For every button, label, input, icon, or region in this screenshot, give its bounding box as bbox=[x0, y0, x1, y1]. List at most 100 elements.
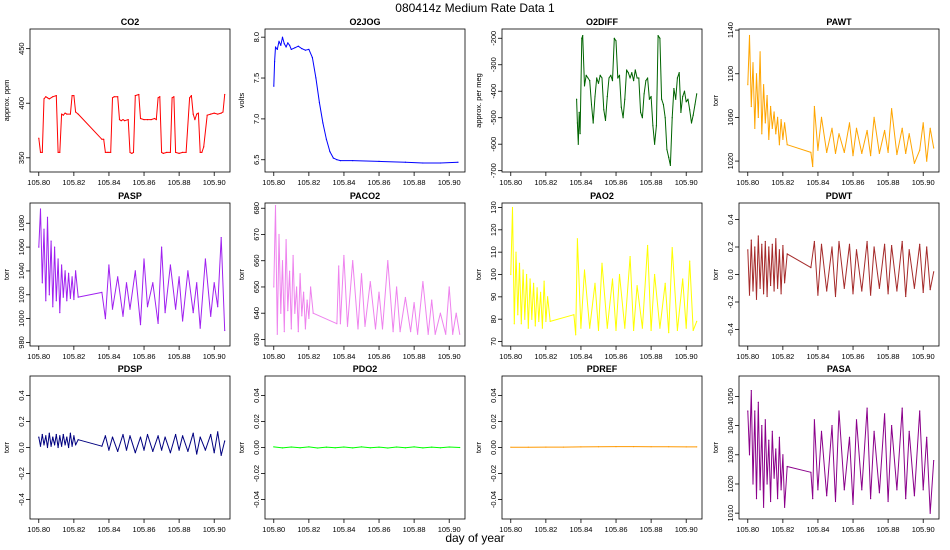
data-point bbox=[150, 119, 152, 121]
data-point bbox=[870, 498, 872, 500]
data-point bbox=[770, 105, 772, 108]
data-point bbox=[108, 449, 110, 451]
data-point bbox=[562, 446, 565, 448]
data-point bbox=[273, 286, 275, 288]
data-point bbox=[606, 327, 608, 329]
data-point bbox=[518, 262, 521, 264]
data-point bbox=[62, 433, 64, 436]
data-point bbox=[199, 151, 201, 153]
data-point bbox=[161, 449, 163, 451]
plot-frame bbox=[29, 28, 231, 173]
data-point bbox=[648, 98, 651, 100]
x-tick-label: 105.88 bbox=[168, 352, 191, 361]
data-point bbox=[413, 446, 415, 448]
data-point bbox=[152, 282, 154, 284]
data-point bbox=[224, 329, 226, 332]
data-point bbox=[104, 435, 106, 437]
data-point bbox=[161, 246, 163, 248]
data-point bbox=[929, 512, 931, 514]
data-point bbox=[866, 129, 868, 132]
data-point bbox=[299, 273, 301, 275]
data-point bbox=[301, 315, 303, 317]
data-point bbox=[106, 151, 108, 153]
data-point bbox=[587, 77, 589, 79]
data-point bbox=[615, 329, 617, 331]
data-point bbox=[169, 151, 171, 153]
data-point bbox=[673, 88, 675, 90]
data-point bbox=[759, 489, 761, 491]
data-point bbox=[325, 138, 327, 140]
data-point bbox=[325, 446, 327, 448]
data-point bbox=[276, 48, 278, 51]
data-point bbox=[146, 119, 149, 121]
y-tick-label: 350 bbox=[17, 152, 26, 165]
data-point bbox=[597, 329, 600, 331]
data-point bbox=[777, 498, 779, 500]
y-tick-label: -0.4 bbox=[17, 493, 26, 506]
x-tick-label: 105.88 bbox=[640, 178, 663, 187]
x-tick-label: 105.82 bbox=[771, 525, 794, 534]
data-point bbox=[831, 127, 833, 129]
data-point bbox=[831, 246, 833, 248]
x-tick-label: 105.82 bbox=[62, 178, 85, 187]
y-tick-label: 6.5 bbox=[252, 155, 261, 165]
data-point bbox=[117, 96, 119, 98]
data-point bbox=[54, 246, 56, 248]
data-point bbox=[922, 291, 924, 293]
data-point bbox=[66, 113, 68, 115]
data-point bbox=[654, 143, 656, 145]
data-point bbox=[55, 433, 57, 436]
data-point bbox=[831, 425, 833, 427]
data-point bbox=[643, 93, 645, 95]
x-tick-label: 105.80 bbox=[499, 178, 522, 187]
data-point bbox=[763, 84, 765, 86]
data-point bbox=[57, 151, 59, 153]
data-point bbox=[431, 299, 433, 301]
data-point bbox=[280, 44, 282, 46]
panel-pdref: PDREF -0.04 -0.02 0.00 0.02 0.04 torr 105.80 105… bbox=[474, 364, 703, 534]
data-point bbox=[111, 308, 114, 310]
data-point bbox=[304, 49, 306, 51]
data-point bbox=[747, 84, 749, 86]
data-point bbox=[108, 151, 110, 153]
data-point bbox=[820, 430, 823, 432]
data-point bbox=[878, 287, 881, 289]
panel-title: PDREF bbox=[587, 364, 618, 374]
data-point bbox=[578, 111, 580, 113]
data-point bbox=[919, 243, 921, 245]
data-point bbox=[848, 122, 851, 124]
data-point bbox=[169, 264, 171, 266]
series-line bbox=[510, 207, 698, 336]
data-point bbox=[579, 133, 581, 135]
data-point bbox=[171, 97, 173, 99]
data-point bbox=[773, 111, 775, 113]
data-point bbox=[543, 280, 545, 282]
data-point bbox=[696, 320, 698, 322]
data-point bbox=[775, 448, 777, 450]
data-point bbox=[855, 419, 858, 421]
data-point bbox=[287, 42, 289, 44]
data-point bbox=[274, 205, 277, 207]
x-tick-label: 105.80 bbox=[262, 525, 285, 534]
data-point bbox=[38, 436, 40, 438]
x-tick-label: 105.88 bbox=[877, 525, 900, 534]
x-tick-label: 105.88 bbox=[403, 525, 426, 534]
y-tick-label: 1020 bbox=[17, 286, 26, 303]
data-point bbox=[281, 447, 284, 449]
data-point bbox=[577, 143, 579, 145]
data-point bbox=[522, 269, 524, 271]
x-tick-label: 105.82 bbox=[534, 352, 557, 361]
y-axis-label: torr bbox=[237, 441, 246, 453]
data-point bbox=[69, 432, 71, 434]
data-point bbox=[873, 430, 875, 432]
plot-frame bbox=[501, 28, 703, 173]
data-point bbox=[834, 152, 837, 154]
data-point bbox=[812, 165, 814, 168]
data-point bbox=[770, 500, 772, 503]
data-point bbox=[891, 108, 893, 110]
data-point bbox=[770, 284, 772, 287]
data-point bbox=[754, 410, 756, 412]
x-tick-label: 105.90 bbox=[203, 352, 226, 361]
y-tick-label: 110 bbox=[489, 246, 498, 258]
y-tick-label: 1030 bbox=[726, 446, 735, 463]
